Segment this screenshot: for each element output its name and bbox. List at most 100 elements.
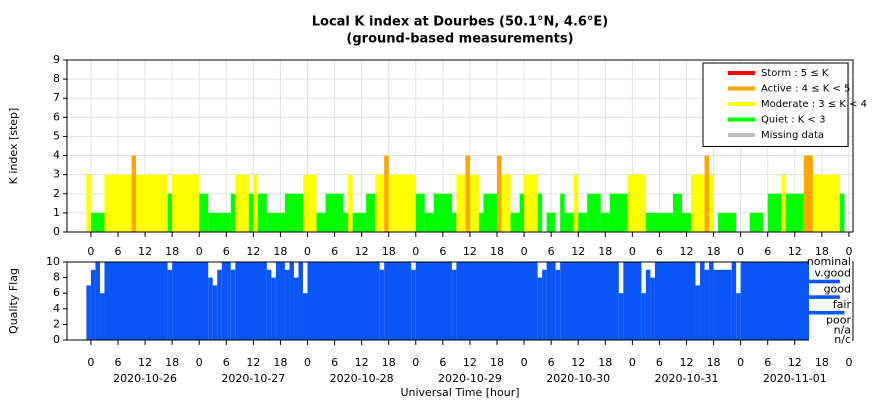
x-tick-label: 0 — [737, 245, 744, 258]
x-tick-label: 0 — [412, 356, 419, 369]
y-tick-label: 0 — [53, 333, 60, 346]
bar — [560, 262, 619, 340]
bar — [560, 193, 565, 232]
bar — [208, 212, 231, 232]
bar — [95, 262, 100, 340]
bar — [302, 174, 317, 232]
y-axis-label: Quality Flag — [7, 268, 20, 334]
bar — [90, 212, 105, 232]
bar — [704, 155, 710, 232]
date-label: 2020-10-27 — [221, 372, 285, 385]
x-tick-label: 12 — [680, 245, 694, 258]
y2-tick-label: good — [824, 282, 851, 295]
date-label: 2020-10-30 — [546, 372, 610, 385]
x-tick-label: 12 — [463, 245, 477, 258]
x-tick-label: 6 — [764, 356, 771, 369]
bar — [681, 212, 692, 232]
legend-label: Active : 4 ≤ K < 5 — [761, 84, 850, 95]
x-tick-label: 6 — [439, 356, 446, 369]
bar — [465, 155, 470, 232]
bar — [709, 174, 714, 232]
bar — [767, 193, 782, 232]
x-tick-label: 18 — [598, 356, 612, 369]
bar — [695, 285, 701, 340]
bar — [307, 262, 380, 340]
x-tick-label: 0 — [304, 245, 311, 258]
x-tick-label: 0 — [196, 356, 203, 369]
bar — [167, 193, 173, 232]
bar — [172, 174, 200, 232]
legend-box — [702, 62, 849, 147]
y2-tick-label: nominal — [807, 255, 851, 268]
bar — [253, 174, 258, 232]
x-axis-label: Universal Time [hour] — [400, 386, 519, 399]
plot-frame — [66, 59, 854, 233]
bar — [483, 193, 497, 232]
x-tick-label: 0 — [521, 356, 528, 369]
bar — [99, 293, 105, 340]
bar — [501, 174, 511, 232]
y-tick-label: 6 — [53, 110, 60, 123]
x-tick-label: 18 — [707, 245, 721, 258]
bar — [546, 212, 556, 232]
y-axis-label: K index [step] — [7, 108, 20, 185]
bar — [641, 293, 646, 340]
bar — [704, 269, 710, 340]
bar — [519, 193, 525, 232]
x-tick-label: 18 — [273, 356, 287, 369]
bar — [86, 174, 91, 232]
chart-title: Local K index at Dourbes (50.1°N, 4.6°E) — [312, 15, 609, 30]
bar — [415, 193, 425, 232]
y2-tick-label: fair — [833, 298, 852, 311]
y-tick-label: 5 — [53, 129, 60, 142]
bar — [609, 193, 628, 232]
x-tick-label: 18 — [165, 245, 179, 258]
y-tick-label: 10 — [46, 255, 60, 268]
legend-label: Storm : 5 ≤ K — [761, 68, 829, 79]
y2-label-bg — [809, 298, 852, 311]
bar — [433, 193, 452, 232]
bar — [86, 285, 91, 340]
bar — [212, 285, 218, 340]
y2-tick-label: n/a — [834, 324, 851, 337]
x-tick-label: 18 — [273, 245, 287, 258]
date-label: 2020-11-01 — [763, 372, 827, 385]
bar — [537, 193, 543, 232]
bar — [709, 262, 714, 340]
bar — [650, 277, 655, 340]
bar — [136, 174, 168, 232]
bar — [672, 193, 682, 232]
x-tick-label: 12 — [355, 356, 369, 369]
x-tick-label: 0 — [737, 356, 744, 369]
x-tick-label: 18 — [707, 356, 721, 369]
bar — [316, 212, 326, 232]
y2-label-bg — [809, 283, 852, 296]
bar — [645, 269, 651, 340]
x-tick-label: 0 — [521, 245, 528, 258]
x-tick-label: 12 — [246, 245, 260, 258]
y-tick-label: 9 — [53, 53, 60, 66]
bar — [217, 269, 222, 340]
x-tick-label: 6 — [764, 245, 771, 258]
y2-tick-label: n/c — [834, 333, 851, 346]
x-tick-label: 0 — [87, 356, 94, 369]
y-tick-label: 2 — [53, 317, 60, 330]
bar — [366, 193, 376, 232]
bar — [235, 262, 267, 340]
bar — [248, 193, 254, 232]
bar — [384, 155, 389, 232]
x-tick-label: 6 — [548, 356, 555, 369]
bar — [348, 174, 353, 232]
bar — [564, 212, 574, 232]
bar — [104, 174, 132, 232]
legend-label: Quiet : K < 3 — [761, 115, 825, 126]
bar — [736, 293, 741, 340]
y-tick-label: 3 — [53, 168, 60, 181]
x-tick-label: 0 — [629, 245, 636, 258]
bar — [230, 269, 236, 340]
bar — [469, 174, 479, 232]
bar — [718, 212, 737, 232]
x-tick-label: 6 — [331, 356, 338, 369]
bar — [578, 212, 588, 232]
